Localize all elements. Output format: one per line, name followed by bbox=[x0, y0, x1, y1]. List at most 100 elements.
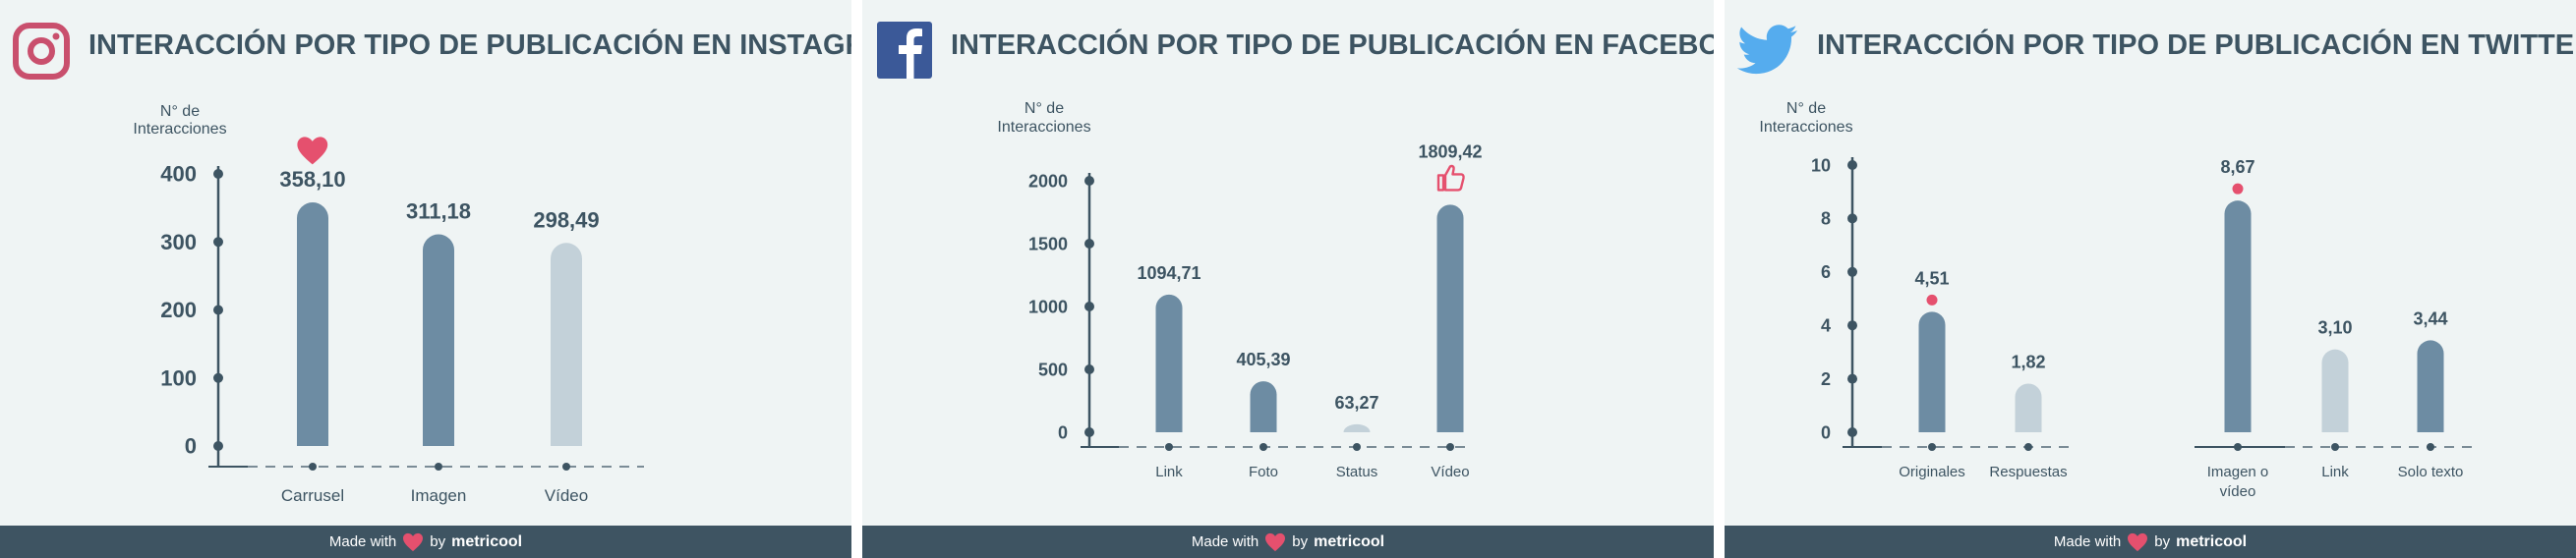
data-label: 3,10 bbox=[2317, 318, 2352, 338]
y-tick-label: 10 bbox=[1811, 155, 1831, 175]
y-tick-dot bbox=[213, 372, 223, 383]
y-tick-label: 100 bbox=[160, 365, 197, 390]
y-tick-dot bbox=[1847, 213, 1857, 224]
y-tick-label: 1500 bbox=[1028, 234, 1068, 253]
footer-brand[interactable]: metricool bbox=[451, 532, 523, 550]
data-label: 63,27 bbox=[1334, 393, 1378, 413]
y-tick-label: 0 bbox=[1821, 422, 1831, 442]
y-tick-label: 400 bbox=[160, 162, 197, 187]
footer-by: by bbox=[430, 533, 446, 550]
heart-icon bbox=[403, 532, 424, 551]
y-tick-dot bbox=[213, 441, 223, 451]
x-tick-label: Imagen o bbox=[2207, 464, 2269, 480]
bar bbox=[2321, 349, 2349, 432]
x-tick-label: Status bbox=[1336, 464, 1378, 480]
x-tick-dot bbox=[1353, 443, 1361, 451]
y-tick-label: 300 bbox=[160, 230, 197, 254]
bar bbox=[2417, 340, 2444, 432]
dot-icon bbox=[2232, 183, 2244, 195]
y-tick-dot bbox=[1847, 266, 1857, 277]
y-tick-dot bbox=[1847, 160, 1857, 170]
x-tick-label: Originales bbox=[1899, 464, 1965, 480]
instagram-logo-icon bbox=[13, 23, 70, 80]
facebook-logo-icon bbox=[877, 22, 932, 79]
x-tick-dot bbox=[1165, 443, 1173, 451]
bar bbox=[1436, 204, 1464, 432]
x-tick-label: vídeo bbox=[2220, 483, 2256, 500]
data-label: 1809,42 bbox=[1418, 141, 1482, 161]
footer-by: by bbox=[2154, 533, 2171, 550]
x-tick-label: Solo texto bbox=[2398, 464, 2464, 480]
y-tick-label: 1000 bbox=[1028, 297, 1068, 316]
heart-icon bbox=[1265, 532, 1286, 551]
bar bbox=[2015, 383, 2042, 432]
y-tick-dot bbox=[1847, 427, 1857, 437]
footer: Made with by metricool bbox=[862, 526, 1714, 558]
y-tick-label: 6 bbox=[1821, 262, 1831, 282]
footer-made-with: Made with bbox=[2053, 533, 2122, 550]
thumbs-up-icon bbox=[1436, 164, 1465, 192]
bar bbox=[1250, 381, 1277, 432]
y-tick-label: 4 bbox=[1821, 316, 1831, 336]
bar bbox=[551, 243, 582, 446]
y-axis-label: Interacciones bbox=[133, 121, 226, 138]
footer-brand[interactable]: metricool bbox=[2176, 532, 2248, 550]
footer-brand[interactable]: metricool bbox=[1314, 532, 1385, 550]
y-tick-dot bbox=[213, 169, 223, 179]
y-tick-label: 0 bbox=[1058, 422, 1068, 442]
instagram-panel: INTERACCIÓN POR TIPO DE PUBLICACIÓN EN I… bbox=[0, 0, 851, 558]
y-tick-dot bbox=[213, 305, 223, 315]
data-label: 405,39 bbox=[1236, 350, 1290, 369]
x-tick-label: Vídeo bbox=[1431, 464, 1469, 480]
x-tick-label: Carrusel bbox=[281, 486, 344, 505]
bar bbox=[1343, 423, 1371, 432]
footer-made-with: Made with bbox=[328, 533, 397, 550]
x-tick-label: Link bbox=[2321, 464, 2349, 480]
footer-made-with: Made with bbox=[1191, 533, 1259, 550]
heart-icon bbox=[297, 137, 328, 165]
x-tick-label: Vídeo bbox=[545, 486, 588, 505]
x-tick-label: Imagen bbox=[411, 486, 467, 505]
dot-icon bbox=[1926, 294, 1938, 306]
x-tick-dot bbox=[309, 463, 317, 471]
y-tick-dot bbox=[213, 237, 223, 248]
data-label: 298,49 bbox=[533, 207, 599, 232]
y-tick-label: 8 bbox=[1821, 209, 1831, 229]
x-tick-label: Respuestas bbox=[1989, 464, 2067, 480]
data-label: 1094,71 bbox=[1137, 263, 1200, 283]
twitter-logo-icon bbox=[1736, 25, 1797, 75]
y-tick-dot bbox=[1084, 364, 1094, 374]
facebook-chart: N° de Interacciones 0 500 1000 1500 2000 1094,7… bbox=[997, 100, 1482, 480]
x-tick-label: Link bbox=[1155, 464, 1183, 480]
footer-by: by bbox=[1292, 533, 1309, 550]
x-tick-dot bbox=[1928, 443, 1936, 451]
x-tick-dot bbox=[435, 463, 442, 471]
y-tick-label: 500 bbox=[1038, 360, 1068, 379]
y-axis-label: Interacciones bbox=[997, 119, 1090, 136]
y-tick-label: 0 bbox=[185, 434, 197, 459]
data-label: 358,10 bbox=[279, 167, 345, 192]
y-tick-dot bbox=[1847, 373, 1857, 384]
bar bbox=[297, 202, 328, 446]
chart-title: INTERACCIÓN POR TIPO DE PUBLICACIÓN EN F… bbox=[951, 29, 1714, 61]
footer: Made with by metricool bbox=[0, 526, 851, 558]
x-tick-dot bbox=[2427, 443, 2434, 451]
bar bbox=[1155, 294, 1183, 432]
y-tick-dot bbox=[1084, 176, 1094, 186]
footer: Made with by metricool bbox=[1725, 526, 2576, 558]
twitter-panel: INTERACCIÓN POR TIPO DE PUBLICACIÓN EN T… bbox=[1725, 0, 2576, 558]
y-tick-dot bbox=[1084, 427, 1094, 437]
y-axis-label: N° de bbox=[160, 103, 200, 120]
x-tick-dot bbox=[2024, 443, 2032, 451]
y-axis-label: N° de bbox=[1786, 100, 1826, 117]
data-label: 1,82 bbox=[2011, 352, 2045, 371]
facebook-panel: INTERACCIÓN POR TIPO DE PUBLICACIÓN EN F… bbox=[862, 0, 1714, 558]
y-tick-label: 2 bbox=[1821, 369, 1831, 389]
data-label: 8,67 bbox=[2220, 157, 2254, 177]
x-tick-dot bbox=[1446, 443, 1454, 451]
x-tick-dot bbox=[2331, 443, 2339, 451]
y-axis-label: N° de bbox=[1025, 100, 1064, 117]
twitter-chart: N° de Interacciones 0 2 4 6 8 10 4,51 Originales 1… bbox=[1759, 100, 2472, 500]
x-tick-dot bbox=[2234, 443, 2242, 451]
